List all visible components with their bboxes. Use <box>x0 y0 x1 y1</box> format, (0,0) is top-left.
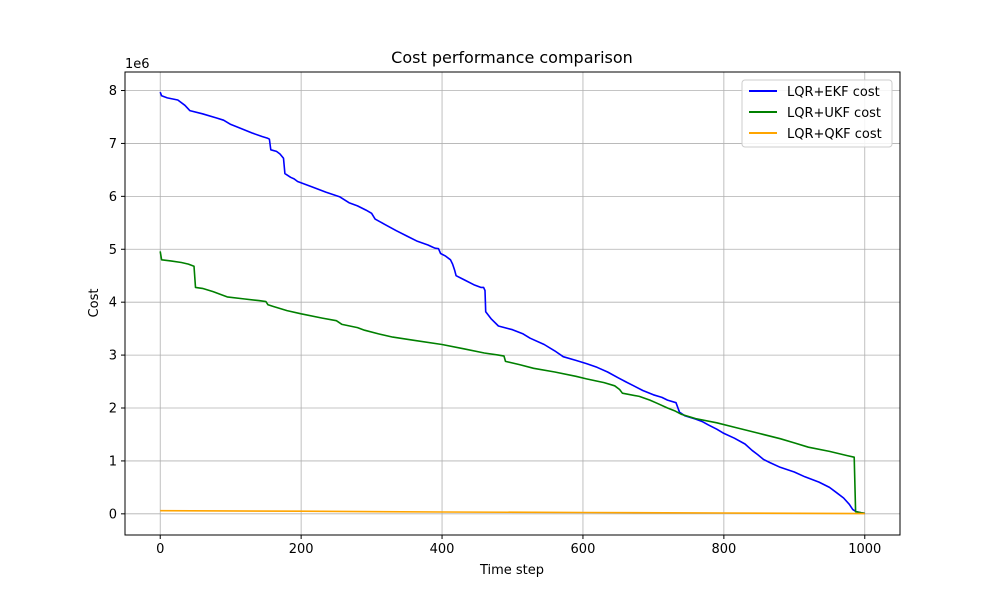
x-tick-label: 400 <box>430 542 455 557</box>
y-tick-label: 4 <box>109 296 117 311</box>
x-tick-label: 1000 <box>848 542 881 557</box>
y-tick-label: 8 <box>109 84 117 99</box>
y-tick-label: 5 <box>109 243 117 258</box>
x-tick-label: 200 <box>289 542 314 557</box>
y-tick-label: 3 <box>109 349 117 364</box>
x-tick-label: 600 <box>571 542 596 557</box>
y-tick-label: 1 <box>109 454 117 469</box>
legend-label-ekf: LQR+EKF cost <box>787 85 880 100</box>
x-axis-label: Time step <box>479 563 544 578</box>
y-tick-label: 6 <box>109 190 117 205</box>
x-tick-label: 0 <box>156 542 164 557</box>
y-axis-label: Cost <box>87 289 102 318</box>
y-tick-label: 2 <box>109 402 117 417</box>
plot-area-frame <box>124 71 901 536</box>
legend-box <box>741 79 893 148</box>
chart-title: Cost performance comparison <box>391 48 633 67</box>
legend: LQR+EKF cost LQR+UKF cost LQR+QKF cost <box>741 79 893 148</box>
series-line-ekf <box>159 91 865 515</box>
legend-label-ukf: LQR+UKF cost <box>787 106 881 121</box>
y-tick-label: 0 <box>109 507 117 522</box>
axis-ticks: 0 200 400 600 800 1000 0 1 2 3 4 5 6 7 8 <box>109 84 882 557</box>
legend-label-qkf: LQR+QKF cost <box>787 127 882 142</box>
series-line-ukf <box>159 251 865 515</box>
x-tick-label: 800 <box>711 542 736 557</box>
series-line-qkf <box>160 509 865 515</box>
y-tick-label: 7 <box>109 137 117 152</box>
y-axis-offset-label: 1e6 <box>125 57 150 72</box>
series-lines <box>159 91 865 515</box>
